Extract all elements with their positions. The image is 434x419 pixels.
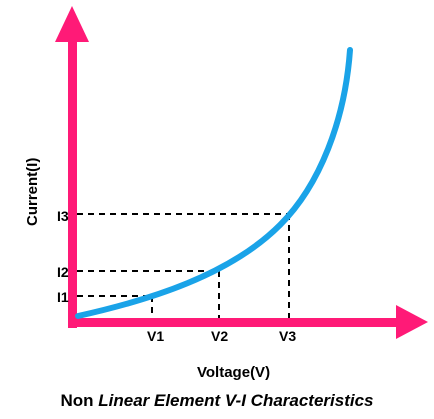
x-axis-line bbox=[68, 318, 403, 327]
vi-curve bbox=[75, 47, 353, 319]
y-tick-i3: I3 bbox=[57, 208, 69, 224]
x-tick-v1: V1 bbox=[147, 328, 164, 344]
y-tick-i2: I2 bbox=[57, 264, 69, 280]
x-tick-v3: V3 bbox=[279, 328, 296, 344]
diagram-caption: Non Linear Element V-I Characteristics bbox=[0, 391, 434, 411]
x-axis-title: Voltage(V) bbox=[197, 364, 270, 381]
caption-italic: Linear Element V-I Characteristics bbox=[98, 391, 374, 410]
y-axis-line bbox=[68, 35, 77, 328]
caption-prefix: Non bbox=[60, 391, 99, 410]
y-axis-title: Current(I) bbox=[24, 158, 41, 226]
y-tick-i1: I1 bbox=[57, 289, 69, 305]
x-tick-v2: V2 bbox=[211, 328, 228, 344]
x-axis-arrowhead bbox=[396, 305, 428, 339]
y-axis-arrowhead bbox=[55, 6, 89, 42]
